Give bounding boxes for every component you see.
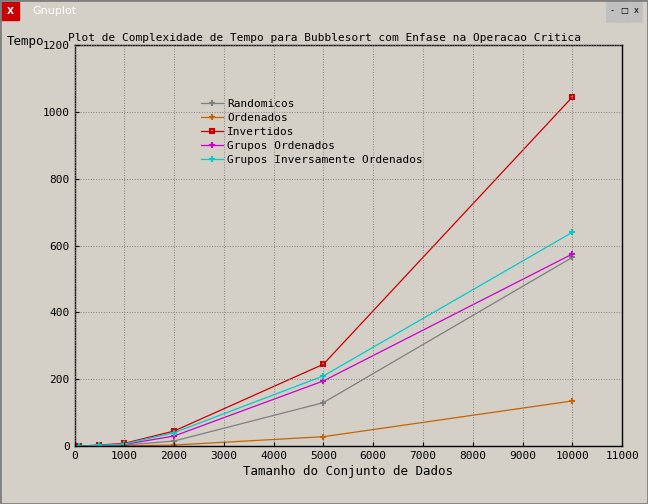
Line: Invertidos: Invertidos xyxy=(72,95,575,449)
Randomicos xyxy=(71,443,78,449)
Randomicos xyxy=(76,443,84,449)
Bar xyxy=(631,1,642,22)
Invertidos xyxy=(568,94,576,100)
Text: Plot de Complexidade de Tempo para Bubblesort com Enfase na Operacao Critica: Plot de Complexidade de Tempo para Bubbl… xyxy=(67,33,581,43)
Text: Gnuplot: Gnuplot xyxy=(32,7,76,16)
Line: Ordenados: Ordenados xyxy=(71,398,576,450)
Grupos Ordenados xyxy=(71,443,78,449)
Grupos Inversamente Ordenados xyxy=(568,229,576,235)
Grupos Ordenados xyxy=(121,442,128,448)
Text: x: x xyxy=(634,6,639,15)
Grupos Ordenados xyxy=(568,251,576,257)
Text: Tempo: Tempo xyxy=(6,35,44,48)
Text: -: - xyxy=(610,6,613,15)
Ordenados xyxy=(319,433,327,439)
X-axis label: Tamanho do Conjunto de Dados: Tamanho do Conjunto de Dados xyxy=(243,465,454,478)
Legend: Randomicos, Ordenados, Invertidos, Grupos Ordenados, Grupos Inversamente Ordenad: Randomicos, Ordenados, Invertidos, Grupo… xyxy=(200,99,423,164)
Bar xyxy=(618,1,630,22)
Ordenados xyxy=(71,443,78,449)
Grupos Inversamente Ordenados xyxy=(319,373,327,379)
Grupos Ordenados xyxy=(95,443,103,449)
Ordenados xyxy=(95,443,103,449)
Line: Grupos Inversamente Ordenados: Grupos Inversamente Ordenados xyxy=(71,229,576,450)
Grupos Ordenados xyxy=(170,433,178,439)
Text: □: □ xyxy=(620,6,628,15)
Text: X: X xyxy=(7,7,14,16)
Line: Grupos Ordenados: Grupos Ordenados xyxy=(71,250,576,450)
Ordenados xyxy=(170,442,178,448)
Grupos Ordenados xyxy=(76,443,84,449)
Grupos Inversamente Ordenados xyxy=(95,443,103,449)
Bar xyxy=(1,3,19,21)
Grupos Inversamente Ordenados xyxy=(170,429,178,435)
Invertidos xyxy=(71,443,78,449)
Randomicos xyxy=(319,400,327,406)
Invertidos xyxy=(319,361,327,367)
Ordenados xyxy=(76,443,84,449)
Bar xyxy=(606,1,618,22)
Randomicos xyxy=(170,438,178,444)
Randomicos xyxy=(568,255,576,261)
Ordenados xyxy=(121,443,128,449)
Invertidos xyxy=(95,442,103,448)
Invertidos xyxy=(121,440,128,447)
Ordenados xyxy=(568,398,576,404)
Randomicos xyxy=(95,443,103,449)
Invertidos xyxy=(76,443,84,449)
Line: Randomicos: Randomicos xyxy=(71,254,576,450)
Grupos Inversamente Ordenados xyxy=(121,441,128,447)
Grupos Inversamente Ordenados xyxy=(71,443,78,449)
Grupos Ordenados xyxy=(319,378,327,384)
Invertidos xyxy=(170,428,178,434)
Randomicos xyxy=(121,442,128,448)
Grupos Inversamente Ordenados xyxy=(76,443,84,449)
